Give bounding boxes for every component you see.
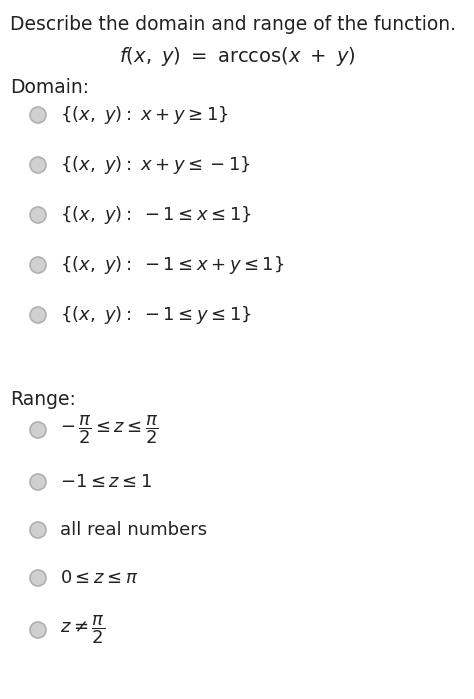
Circle shape bbox=[30, 622, 46, 638]
Text: Range:: Range: bbox=[10, 390, 76, 409]
Text: $0 \leq z \leq \pi$: $0 \leq z \leq \pi$ bbox=[60, 569, 138, 587]
Text: Describe the domain and range of the function.: Describe the domain and range of the fun… bbox=[10, 15, 456, 34]
Text: all real numbers: all real numbers bbox=[60, 521, 207, 539]
Text: $\left\{(x,\ y):\ x + y \leq -1\right\}$: $\left\{(x,\ y):\ x + y \leq -1\right\}$ bbox=[60, 154, 251, 176]
Circle shape bbox=[30, 257, 46, 273]
Circle shape bbox=[30, 570, 46, 586]
Text: $-1 \leq z \leq 1$: $-1 \leq z \leq 1$ bbox=[60, 473, 152, 491]
Text: $\left\{(x,\ y):\ x + y \geq 1\right\}$: $\left\{(x,\ y):\ x + y \geq 1\right\}$ bbox=[60, 104, 229, 126]
Text: $\left\{(x,\ y):\ -1 \leq y \leq 1\right\}$: $\left\{(x,\ y):\ -1 \leq y \leq 1\right… bbox=[60, 304, 252, 326]
Circle shape bbox=[30, 474, 46, 490]
Circle shape bbox=[30, 307, 46, 323]
Text: $\left\{(x,\ y):\ -1 \leq x + y \leq 1\right\}$: $\left\{(x,\ y):\ -1 \leq x + y \leq 1\r… bbox=[60, 254, 284, 276]
Text: $-\,\dfrac{\pi}{2} \leq z \leq \dfrac{\pi}{2}$: $-\,\dfrac{\pi}{2} \leq z \leq \dfrac{\p… bbox=[60, 414, 159, 447]
Text: $\left\{(x,\ y):\ -1 \leq x \leq 1\right\}$: $\left\{(x,\ y):\ -1 \leq x \leq 1\right… bbox=[60, 204, 252, 226]
Circle shape bbox=[30, 107, 46, 123]
Circle shape bbox=[30, 422, 46, 438]
Circle shape bbox=[30, 522, 46, 538]
Text: Domain:: Domain: bbox=[10, 78, 89, 97]
Text: $f(x,\ y)\ =\ \mathrm{arccos}(x\ +\ y)$: $f(x,\ y)\ =\ \mathrm{arccos}(x\ +\ y)$ bbox=[118, 45, 356, 68]
Circle shape bbox=[30, 157, 46, 173]
Text: $z \neq \dfrac{\pi}{2}$: $z \neq \dfrac{\pi}{2}$ bbox=[60, 614, 105, 647]
Circle shape bbox=[30, 207, 46, 223]
